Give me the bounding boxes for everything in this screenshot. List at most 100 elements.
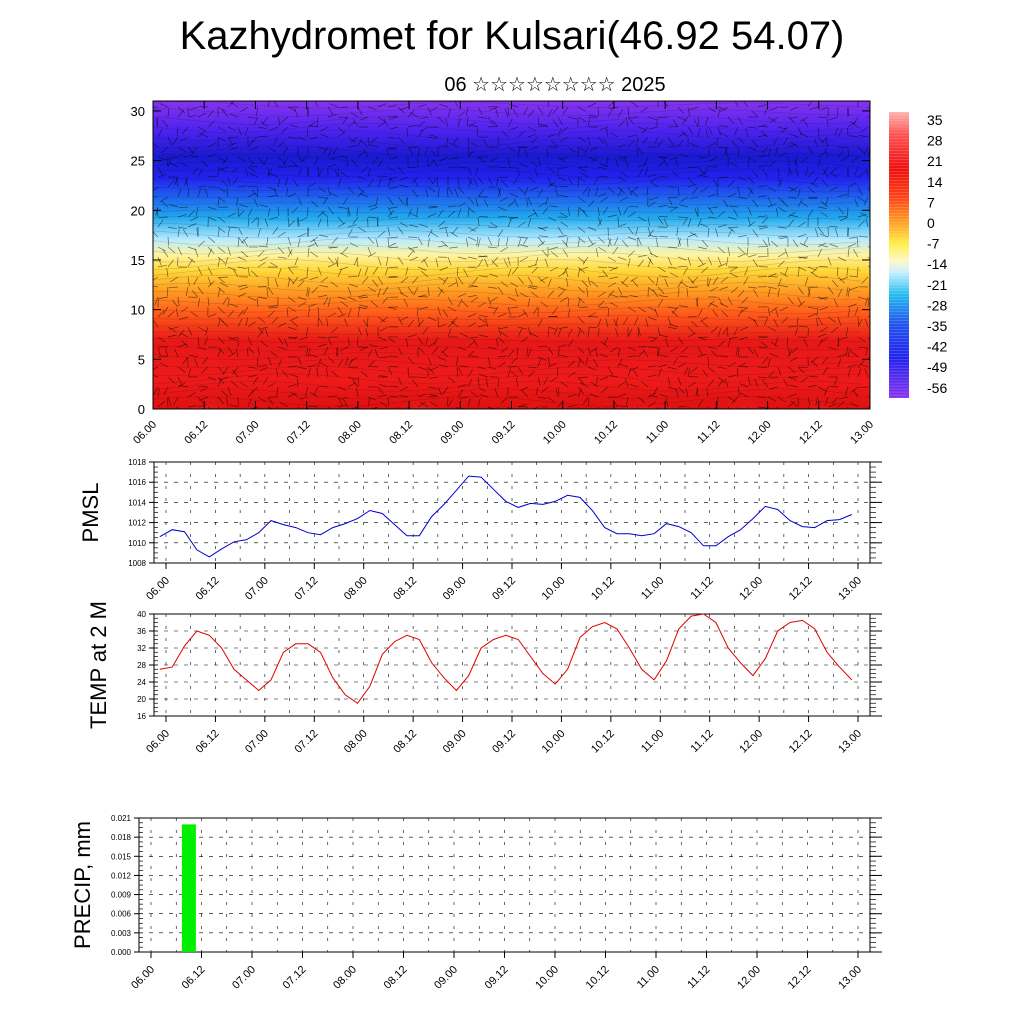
wind-barb bbox=[647, 116, 657, 121]
wind-barb bbox=[690, 231, 699, 238]
wind-barb bbox=[798, 325, 809, 328]
wind-barb bbox=[567, 404, 577, 408]
wind-barb bbox=[487, 306, 497, 309]
wind-barb bbox=[273, 188, 279, 198]
y-tick-label: 36 bbox=[137, 627, 146, 636]
wind-barb bbox=[293, 179, 299, 188]
wind-barb bbox=[700, 186, 709, 193]
wind-barb bbox=[187, 368, 192, 378]
wind-barb bbox=[247, 156, 254, 165]
wind-barb bbox=[197, 126, 207, 132]
y-tick-label: 40 bbox=[137, 610, 146, 619]
wind-barb bbox=[837, 146, 848, 149]
wind-barb bbox=[380, 401, 389, 408]
wind-barb bbox=[257, 126, 267, 130]
wind-barb bbox=[607, 108, 613, 118]
wind-barb bbox=[167, 334, 177, 338]
wind-barb bbox=[447, 399, 453, 408]
wind-barb bbox=[240, 251, 249, 258]
wind-barb bbox=[347, 286, 352, 296]
wind-barb bbox=[858, 386, 869, 388]
wind-barb bbox=[372, 266, 379, 275]
wind-barb bbox=[177, 296, 180, 306]
wind-barb bbox=[291, 206, 299, 214]
wind-barb bbox=[847, 248, 850, 258]
wind-barb bbox=[247, 374, 257, 378]
wind-barb bbox=[689, 196, 699, 200]
wind-barb bbox=[264, 328, 269, 338]
wind-barb bbox=[389, 186, 399, 189]
wind-barb bbox=[222, 366, 229, 375]
wind-barb bbox=[477, 386, 486, 392]
wind-barb bbox=[707, 346, 717, 350]
wind-barb bbox=[370, 300, 379, 308]
wind-barb bbox=[840, 156, 849, 162]
wind-barb bbox=[342, 116, 349, 125]
wind-barb bbox=[517, 328, 523, 338]
wind-barb bbox=[492, 306, 499, 315]
wind-barb bbox=[557, 344, 567, 348]
wind-barb bbox=[807, 196, 817, 199]
wind-barb bbox=[253, 198, 259, 208]
wind-barb bbox=[667, 306, 677, 310]
wind-barb bbox=[829, 116, 839, 121]
wind-barb bbox=[167, 236, 170, 247]
wind-barb bbox=[287, 216, 290, 226]
wind-barb bbox=[846, 266, 849, 276]
wind-barb bbox=[837, 276, 845, 284]
wind-barb bbox=[829, 243, 839, 248]
wind-barb bbox=[617, 216, 620, 227]
wind-barb bbox=[517, 238, 522, 248]
wind-barb bbox=[360, 371, 369, 378]
wind-barb bbox=[437, 276, 446, 282]
wind-barb bbox=[789, 214, 799, 218]
wind-barb bbox=[637, 259, 644, 268]
wind-barb bbox=[177, 256, 179, 267]
wind-barb bbox=[177, 226, 187, 230]
wind-barb bbox=[227, 101, 235, 108]
wind-barb bbox=[590, 381, 599, 388]
wind-barb bbox=[192, 166, 199, 175]
wind-barb bbox=[205, 326, 209, 336]
wind-barb bbox=[507, 166, 517, 169]
wind-barb bbox=[194, 248, 199, 258]
wind-barb bbox=[864, 296, 869, 306]
wind-barb bbox=[157, 346, 161, 356]
wind-barb bbox=[156, 116, 159, 126]
wind-barb bbox=[450, 321, 459, 328]
wind-barb bbox=[491, 119, 499, 128]
contour-line bbox=[153, 137, 862, 149]
wind-barb bbox=[559, 194, 569, 198]
wind-barb bbox=[257, 364, 267, 368]
wind-barb bbox=[549, 246, 559, 250]
wind-barb bbox=[457, 366, 463, 376]
wind-barb bbox=[247, 389, 255, 398]
wind-barb bbox=[814, 228, 819, 238]
wind-barb bbox=[867, 298, 870, 308]
wind-barb bbox=[703, 166, 709, 176]
wind-barb bbox=[499, 326, 509, 330]
page-title: Kazhydromet for Kulsari(46.92 54.07) bbox=[179, 14, 845, 58]
wind-barb bbox=[770, 116, 779, 123]
wind-barb bbox=[367, 204, 377, 208]
wind-barb bbox=[457, 166, 467, 169]
wind-barb bbox=[327, 256, 335, 264]
wind-barb bbox=[284, 338, 289, 348]
wind-barb bbox=[197, 168, 203, 178]
wind-barb bbox=[598, 176, 609, 178]
wind-barb bbox=[808, 286, 819, 288]
wind-barb bbox=[627, 328, 633, 338]
wind-barb bbox=[519, 244, 529, 248]
wind-barb bbox=[306, 266, 309, 276]
wind-barb bbox=[594, 348, 599, 358]
wind-barb bbox=[327, 106, 334, 115]
wind-barb bbox=[512, 266, 519, 275]
wind-barb bbox=[547, 101, 550, 108]
wind-barb bbox=[517, 166, 520, 176]
wind-barb bbox=[657, 364, 667, 368]
wind-barb bbox=[309, 125, 319, 128]
wind-barb bbox=[656, 276, 659, 286]
wind-barb bbox=[227, 226, 238, 229]
y-tick-label: 0.003 bbox=[111, 929, 132, 938]
